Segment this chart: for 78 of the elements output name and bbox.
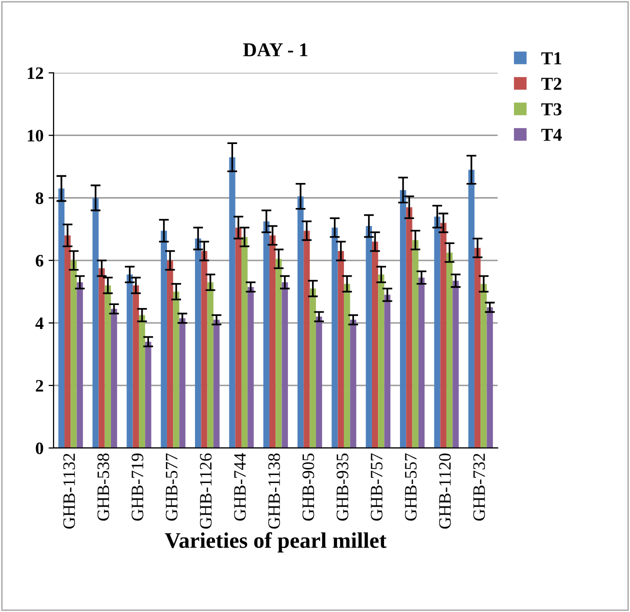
bar <box>64 235 71 448</box>
bar <box>241 236 248 448</box>
bar <box>126 274 133 448</box>
bar <box>400 190 406 448</box>
bar <box>207 282 214 448</box>
x-tick-label: GHB-732 <box>473 454 485 521</box>
bar <box>332 228 338 448</box>
bar <box>316 316 322 448</box>
bar <box>98 268 105 448</box>
x-tick-label: GHB-744 <box>234 453 246 521</box>
y-tick-label: 0 <box>36 442 44 454</box>
bar <box>58 188 64 448</box>
bar <box>132 285 139 448</box>
bar <box>110 308 118 448</box>
bar <box>366 226 372 448</box>
bar <box>310 288 316 448</box>
bar <box>434 216 440 448</box>
y-tick-label: 2 <box>36 380 44 392</box>
bar <box>304 230 310 448</box>
bar <box>297 196 304 448</box>
x-tick-label: GHB-935 <box>336 454 348 521</box>
bar <box>213 320 220 448</box>
y-tick-label: 4 <box>35 318 44 329</box>
legend-label: T2 <box>541 78 562 90</box>
bar <box>480 284 487 448</box>
x-tick-label: GHB-757 <box>370 453 382 521</box>
bar <box>235 228 242 448</box>
bar <box>446 252 453 448</box>
bar <box>248 286 254 448</box>
bar <box>145 342 152 448</box>
bar <box>166 260 174 448</box>
bar <box>92 198 99 448</box>
bar <box>201 251 208 448</box>
legend-label: T1 <box>541 52 562 64</box>
bar <box>418 278 425 448</box>
x-tick-label: GHB-538 <box>97 454 110 521</box>
x-tick-label: GHB-1132 <box>63 454 75 529</box>
x-axis-title: Varieties of pearl millet <box>164 532 387 553</box>
bar <box>276 258 282 448</box>
y-tick-label: 12 <box>28 67 44 79</box>
chart-title: DAY - 1 <box>243 43 308 56</box>
x-tick-label: GHB-719 <box>132 454 144 521</box>
bar <box>269 235 276 448</box>
bar <box>282 282 288 448</box>
bar <box>468 170 474 448</box>
bar <box>138 315 146 448</box>
bar <box>160 230 167 448</box>
bar <box>173 292 180 448</box>
bar <box>344 284 350 448</box>
x-tick-label: GHB-1138 <box>268 454 280 529</box>
y-tick-label: 8 <box>36 192 44 204</box>
x-tick-label: GHB-905 <box>302 454 314 521</box>
bar <box>70 260 77 448</box>
x-tick-label: GHB-577 <box>166 453 178 521</box>
bar <box>350 320 356 448</box>
x-tick-label: GHB-557 <box>404 453 417 521</box>
x-tick-label: GHB-1120 <box>439 454 451 529</box>
bar <box>384 294 390 448</box>
bar <box>474 248 481 448</box>
bar <box>179 318 186 448</box>
bar <box>452 280 459 448</box>
bar <box>229 157 236 448</box>
bar <box>372 242 378 448</box>
y-tick-label: 6 <box>36 254 44 267</box>
x-tick-label: GHB-1126 <box>200 453 212 529</box>
bar <box>378 274 384 448</box>
bar <box>76 282 83 448</box>
bar <box>486 307 493 448</box>
bar <box>263 221 270 448</box>
bar <box>412 240 418 448</box>
legend-label: T4 <box>541 128 562 141</box>
y-tick-label: 10 <box>28 130 44 142</box>
bar <box>104 285 111 448</box>
bar <box>194 238 202 448</box>
bar <box>440 222 446 448</box>
legend-label: T3 <box>541 103 562 116</box>
bar <box>338 251 344 448</box>
bar <box>406 207 412 448</box>
